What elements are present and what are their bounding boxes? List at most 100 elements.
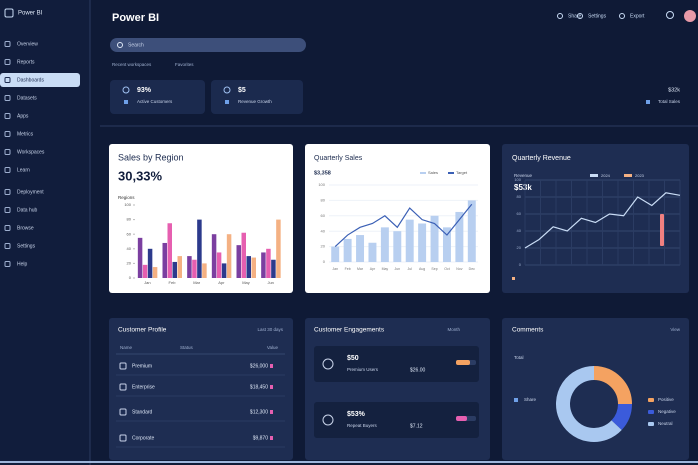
y-tick-label: 0 — [323, 259, 326, 264]
nav-item[interactable]: Dashboards — [17, 77, 44, 83]
revenue-card — [502, 144, 689, 293]
bar — [356, 235, 365, 262]
engagement-value: $7.12 — [410, 423, 423, 429]
engagement-icon — [322, 414, 334, 426]
nav-icon — [4, 131, 11, 137]
bar — [177, 256, 182, 278]
nav-item[interactable]: Workspaces — [17, 149, 45, 155]
bar — [147, 248, 153, 278]
card-filter[interactable]: Last 30 days — [257, 327, 283, 332]
row-flag — [270, 436, 273, 440]
nav-item[interactable]: Data hub — [17, 207, 38, 213]
tab[interactable]: Recent workspaces — [112, 62, 152, 67]
legend-label: Positive — [658, 397, 674, 402]
bar — [467, 200, 476, 262]
y-tick-label: 60 — [517, 211, 522, 216]
action-icon — [557, 13, 563, 19]
legend-label: Target — [456, 170, 468, 175]
card-title: Customer Profile — [118, 327, 167, 334]
y-tick-label: 100 — [124, 202, 131, 207]
legend-label: Regions — [118, 195, 135, 200]
chart-title: Quarterly Sales — [314, 155, 363, 162]
nav-item[interactable]: Overview — [17, 41, 38, 47]
kpi-icon — [223, 86, 231, 94]
active-item — [0, 73, 80, 87]
logo — [4, 8, 14, 18]
kpi-dot — [225, 100, 229, 104]
progress-bar — [456, 416, 467, 421]
chart-label: Revenue — [514, 173, 533, 178]
y-tick-label: 20 — [321, 244, 326, 249]
row-icon — [119, 362, 127, 370]
y-tick-label: 20 — [127, 260, 132, 265]
bar — [343, 238, 352, 262]
avatar[interactable] — [684, 10, 696, 22]
y-tick-label: 80 — [321, 197, 326, 202]
nav-item[interactable]: Learn — [17, 167, 30, 173]
line — [334, 203, 473, 248]
action-icon — [577, 13, 583, 19]
engagement-label: Premium Users — [347, 367, 379, 372]
app-title: Power BI — [112, 12, 159, 24]
y-tick-label: 0 — [129, 275, 132, 280]
bar — [216, 252, 222, 278]
y-tick-label: 40 — [127, 246, 132, 251]
action-icon — [619, 13, 625, 19]
kpi-right-dot — [646, 100, 650, 104]
legend-swatch — [624, 174, 632, 177]
y-tick-label: 40 — [321, 228, 326, 233]
nav-item[interactable]: Datasets — [17, 95, 37, 101]
row-name: Enterprise — [132, 384, 155, 390]
bar — [405, 219, 414, 262]
sales-card — [109, 144, 293, 293]
nav-icon — [4, 149, 11, 155]
chart-subtitle: $3,358 — [314, 170, 331, 176]
bar — [261, 252, 266, 278]
bar — [142, 264, 148, 278]
legend-label: Sales — [428, 170, 438, 175]
nav-item[interactable]: Reports — [17, 59, 35, 65]
donut-label: Total — [514, 355, 524, 360]
settings-icon[interactable] — [666, 11, 674, 19]
nav-icon — [4, 243, 11, 249]
y-tick-label: 40 — [517, 228, 522, 233]
engagement-row — [314, 346, 479, 382]
nav-item[interactable]: Settings — [17, 243, 36, 249]
nav-item[interactable]: Browse — [17, 225, 34, 231]
row-icon — [119, 383, 127, 391]
nav-item[interactable]: Apps — [17, 113, 29, 119]
search-box[interactable] — [110, 38, 306, 52]
nav-item[interactable]: Help — [17, 261, 28, 267]
engagement-value: $26.00 — [410, 367, 426, 373]
nav-icon — [4, 59, 11, 65]
nav-icon — [4, 167, 11, 173]
bar — [152, 267, 158, 278]
x-tick-label: Jan — [332, 267, 338, 271]
x-tick-label: Apr — [370, 267, 376, 271]
top-action: Settings — [588, 13, 607, 19]
nav-item[interactable]: Metrics — [17, 131, 34, 137]
x-tick-label: May — [242, 280, 250, 285]
nav-icon — [4, 207, 11, 213]
bar — [266, 248, 271, 278]
engagement-label: Repeat Buyers — [347, 423, 378, 428]
tab[interactable]: Favorites — [175, 62, 194, 67]
bar — [187, 256, 192, 278]
kpi-value: 93% — [137, 87, 152, 94]
donut-segment — [593, 366, 632, 405]
y-tick-label: 0 — [519, 262, 522, 267]
x-tick-label: Apr — [218, 280, 225, 285]
bar — [393, 231, 402, 262]
bar — [276, 219, 281, 278]
bar — [226, 234, 232, 278]
nav-icon — [4, 95, 11, 101]
kpi-label: Active Customers — [137, 99, 173, 104]
bar — [167, 223, 172, 278]
chart-headline: $53k — [514, 183, 532, 192]
search-placeholder: Search — [128, 42, 144, 48]
kpi-card — [110, 80, 205, 114]
card-filter[interactable]: Month — [447, 327, 460, 332]
card-filter[interactable]: View — [670, 327, 680, 332]
sidebar — [0, 0, 90, 465]
nav-item[interactable]: Deployment — [17, 189, 44, 195]
